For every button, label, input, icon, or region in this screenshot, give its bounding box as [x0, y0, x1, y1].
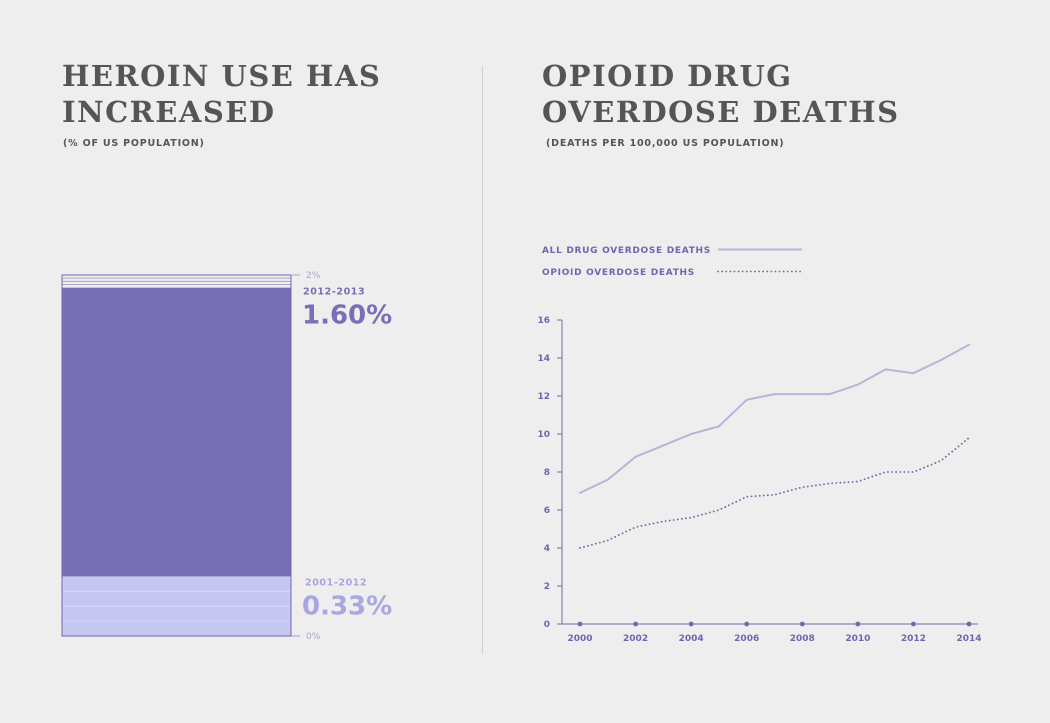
- x-tick-dot: [911, 621, 916, 627]
- left-chart-title: HEROIN USE HAS INCREASED: [62, 59, 382, 129]
- y-tick-label: 10: [537, 430, 550, 440]
- x-tick-dot: [744, 621, 750, 627]
- segment-period-label-2012-2013: 2012-2013: [303, 287, 365, 298]
- y-tick-label: 2: [544, 582, 550, 592]
- x-tick-label: 2012: [901, 634, 926, 644]
- x-tick-dot: [966, 621, 972, 627]
- right-chart-subtitle: (DEATHS PER 100,000 US POPULATION): [546, 138, 785, 149]
- x-tick-label: 2010: [845, 634, 870, 644]
- y-tick-label: 14: [537, 354, 550, 364]
- x-tick-label: 2014: [956, 634, 981, 644]
- segment-value-label-2012-2013: 1.60%: [302, 301, 392, 331]
- y-tick-label: 4: [544, 544, 550, 554]
- y-axis-ticks: 0 2 4 6 8 10 12 14 16: [537, 316, 562, 630]
- right-chart-title: OPIOID DRUG OVERDOSE DEATHS: [542, 59, 900, 129]
- y-tick-label: 0: [544, 620, 550, 630]
- bar-gridlines: [62, 277, 291, 285]
- series-lines: [579, 343, 970, 549]
- overdose-line-chart: ALL DRUG OVERDOSE DEATHS OPIOID OVERDOSE…: [537, 246, 981, 644]
- scale-label-bottom: 0%: [306, 632, 321, 642]
- bar-segment-2001-2012-lines: [62, 590, 291, 622]
- x-tick-label: 2008: [790, 634, 815, 644]
- x-tick-dot: [633, 621, 638, 627]
- series-line-all-drug: [579, 343, 970, 494]
- heroin-use-bar-chart: 2% 0% 2012-2013 1.60% 2001-2012 0.33%: [61, 271, 392, 642]
- panel-divider: [482, 66, 483, 654]
- bar-segment-2012-2013: [62, 287, 291, 577]
- legend-label-opioid: OPIOID OVERDOSE DEATHS: [542, 268, 695, 278]
- y-tick-label: 8: [544, 468, 550, 478]
- legend-label-all-drug: ALL DRUG OVERDOSE DEATHS: [542, 246, 711, 256]
- segment-value-label-2001-2012: 0.33%: [302, 591, 392, 621]
- x-tick-label: 2002: [623, 634, 648, 644]
- x-tick-label: 2004: [679, 634, 704, 644]
- x-tick-label: 2006: [734, 634, 759, 644]
- x-tick-label: 2000: [567, 634, 592, 644]
- y-tick-label: 6: [544, 506, 550, 516]
- scale-label-top: 2%: [306, 271, 321, 281]
- left-chart-subtitle: (% OF US POPULATION): [63, 138, 205, 149]
- x-axis-ticks: 2000 2002 2004 2006 2008 2010 2012 2014: [567, 621, 982, 644]
- segment-period-label-2001-2012: 2001-2012: [305, 577, 367, 588]
- line-chart-legend: ALL DRUG OVERDOSE DEATHS OPIOID OVERDOSE…: [542, 246, 803, 278]
- x-tick-dot: [577, 621, 583, 627]
- series-line-opioid: [579, 436, 970, 549]
- x-tick-dot: [799, 621, 805, 627]
- y-tick-label: 12: [537, 392, 550, 402]
- y-tick-label: 16: [537, 316, 550, 326]
- x-tick-dot: [688, 621, 694, 627]
- x-tick-dot: [855, 621, 861, 627]
- bar-frame: [61, 274, 292, 637]
